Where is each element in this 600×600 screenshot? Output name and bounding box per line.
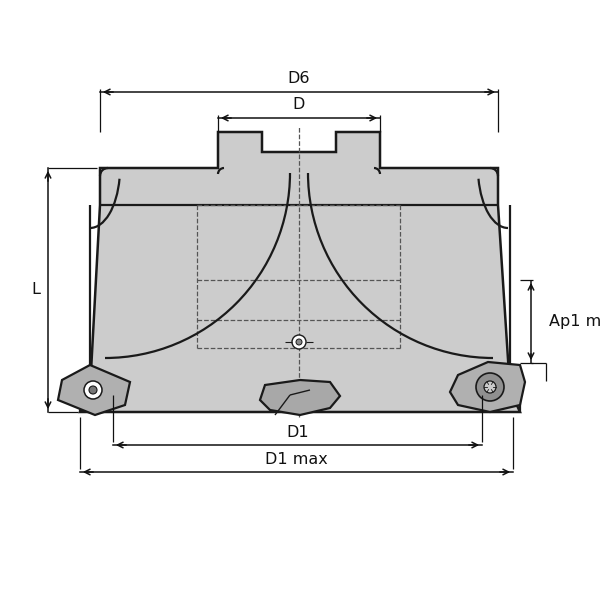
Polygon shape: [80, 132, 520, 412]
Circle shape: [292, 335, 306, 349]
Text: Ap1 max: Ap1 max: [549, 314, 600, 329]
Circle shape: [484, 381, 496, 393]
Text: D1 max: D1 max: [265, 452, 328, 467]
Circle shape: [476, 373, 504, 401]
Text: D6: D6: [288, 71, 310, 86]
Circle shape: [84, 381, 102, 399]
Polygon shape: [58, 365, 130, 415]
Circle shape: [89, 386, 97, 394]
Polygon shape: [450, 362, 525, 412]
Text: L: L: [31, 283, 40, 298]
Circle shape: [296, 339, 302, 345]
Text: D: D: [293, 97, 305, 112]
Text: D1: D1: [286, 425, 309, 440]
Polygon shape: [260, 380, 340, 415]
